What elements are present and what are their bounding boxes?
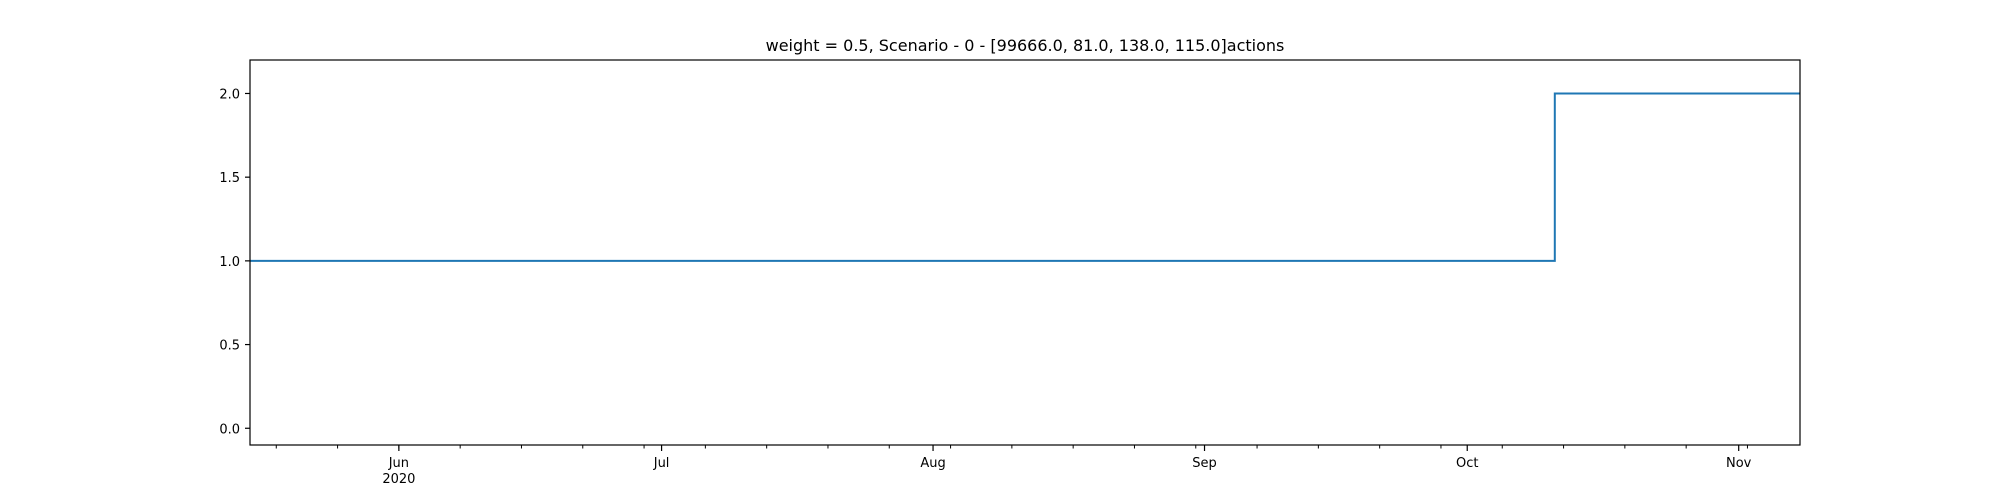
x-tick-label: Jun: [388, 456, 409, 471]
axes-frame: [249, 59, 1801, 446]
x-tick-label: Nov: [1726, 456, 1752, 471]
y-tick-label: 1.0: [219, 255, 240, 270]
x-tick-year-label: 2020: [382, 472, 415, 487]
y-tick-label: 0.0: [219, 422, 240, 437]
x-tick-label: Oct: [1456, 456, 1478, 471]
chart-title: weight = 0.5, Scenario - 0 - [99666.0, 8…: [766, 36, 1285, 55]
x-tick-label: Jul: [653, 456, 670, 471]
y-tick-label: 1.5: [219, 171, 240, 186]
x-tick-label: Aug: [920, 456, 945, 471]
x-tick-label: Sep: [1192, 456, 1217, 471]
series-line-0: [250, 92, 1800, 262]
y-tick-label: 2.0: [219, 87, 240, 102]
y-tick-label: 0.5: [219, 339, 240, 354]
